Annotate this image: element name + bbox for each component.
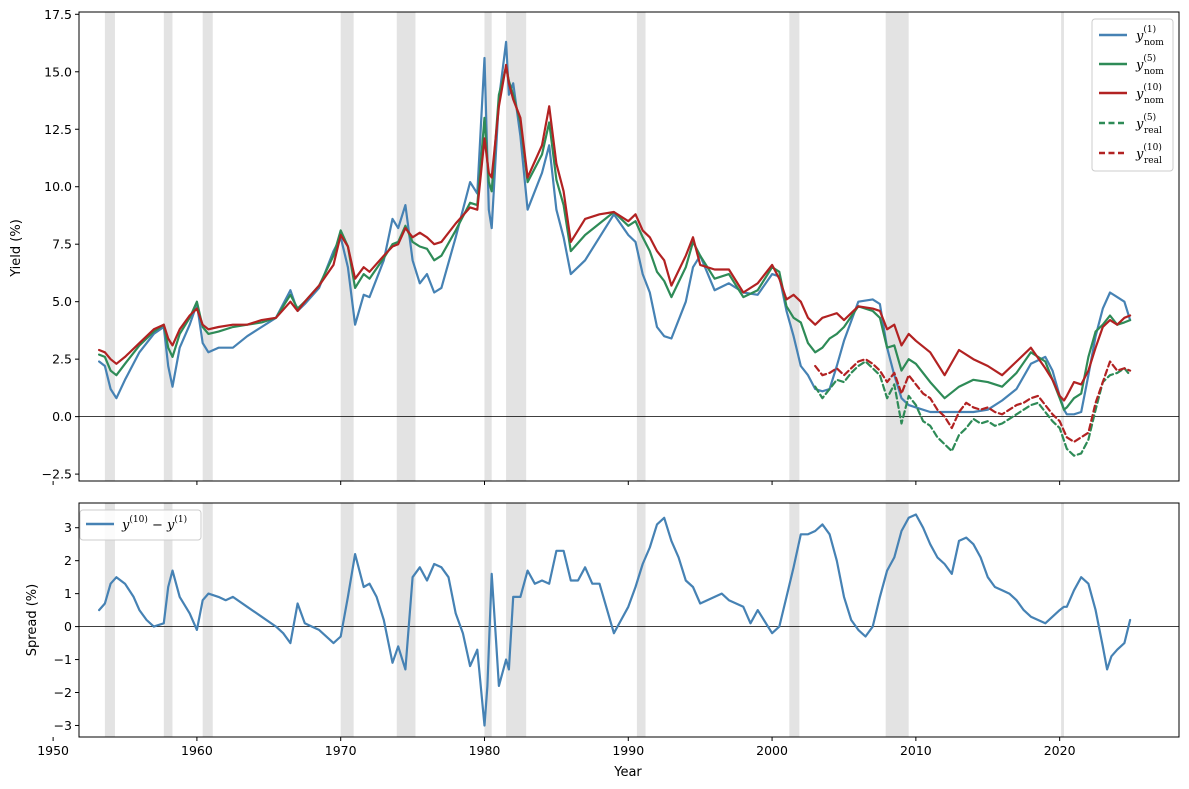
top-panel: −2.5 0.0 2.5 5.0 7.5 10.0 12.5 15.0 17.5 Yield (… <box>9 7 1180 485</box>
svg-text:y(5)real: y(5) real <box>1135 112 1162 136</box>
top-y-tick-label: 12.5 <box>44 122 72 137</box>
bot-y-tick-label: 0 <box>64 619 72 634</box>
legend-label-y-real-5: y <box>1135 117 1144 132</box>
bottom-x-axis-ticks: 1950 1960 1970 1980 1990 2000 2010 2020 <box>37 737 1076 758</box>
top-y-tick-label: 7.5 <box>52 237 72 252</box>
bot-recession-band-2 <box>202 503 213 737</box>
bot-y-tick-label: 2 <box>64 553 72 568</box>
bot-x-tick-label: 2020 <box>1044 743 1076 758</box>
legend-label-y-nom-10: y <box>1135 87 1144 102</box>
top-recession-band-10 <box>1061 12 1064 481</box>
legend-entry-y-nom-1: y(1) nom <box>1099 24 1164 48</box>
legend-entry-y-nom-10: y(10) nom <box>1099 82 1164 106</box>
bot-y-tick-label: 3 <box>64 520 72 535</box>
top-y-tick-label: 17.5 <box>44 7 72 22</box>
top-recession-band-7 <box>636 12 646 481</box>
legend-label-y-real-10: y <box>1135 147 1144 162</box>
top-y-axis-label: Yield (%) <box>9 219 24 278</box>
bot-recession-band-7 <box>636 503 646 737</box>
series-line-y-10-y-1 <box>97 513 1132 727</box>
top-y-tick-label: 0.0 <box>52 409 72 424</box>
bot-recession-band-5 <box>484 503 492 737</box>
top-y-tick-label: 15.0 <box>44 64 72 79</box>
bot-x-tick-label: 1980 <box>469 743 501 758</box>
bot-recession-band-0 <box>104 503 115 737</box>
legend-label-spread: y <box>121 518 130 533</box>
top-recession-band-2 <box>202 12 213 481</box>
bot-x-tick-label: 1950 <box>37 743 69 758</box>
top-y-tick-label: 2.5 <box>52 352 72 367</box>
bottom-series-lines <box>97 513 1132 727</box>
legend-label-y-nom-1: y <box>1135 29 1144 44</box>
legend-entry-spread: y(10) − y(1) <box>86 514 187 533</box>
bot-recession-band-1 <box>163 503 173 737</box>
bot-recession-band-9 <box>885 503 909 737</box>
bot-recession-band-8 <box>789 503 800 737</box>
bot-y-tick-label: −3 <box>54 718 72 733</box>
bot-recession-band-6 <box>506 503 527 737</box>
bottom-panel: −3 −2 −1 0 1 2 3 1950 1960 1970 1980 1990 2000 2010 2… <box>25 502 1180 780</box>
bot-x-tick-label: 1960 <box>181 743 213 758</box>
bottom-y-axis-label: Spread (%) <box>25 584 40 656</box>
svg-text:y(10)real: y(10) real <box>1135 142 1162 166</box>
top-y-tick-label: −2.5 <box>42 467 72 482</box>
series-line-y-real-10 <box>814 358 1132 443</box>
bot-y-tick-label: −1 <box>54 652 72 667</box>
top-plot-frame <box>78 11 1180 482</box>
series-line-y-real-5 <box>814 360 1132 457</box>
svg-text:y(10)nom: y(10) nom <box>1135 82 1164 106</box>
bottom-plot-frame <box>78 502 1180 738</box>
bot-x-tick-label: 1990 <box>612 743 644 758</box>
bot-x-tick-label: 1970 <box>325 743 357 758</box>
top-legend: y(1) nom y(5) nom y(10) nom y(5) real y(10) r… <box>1091 18 1174 172</box>
top-recession-band-5 <box>484 12 492 481</box>
top-recession-band-8 <box>789 12 800 481</box>
legend-entry-y-nom-5: y(5) nom <box>1099 53 1164 77</box>
top-recession-band-4 <box>396 12 416 481</box>
top-recession-band-0 <box>104 12 115 481</box>
bottom-y-axis-ticks: −3 −2 −1 0 1 2 3 <box>54 520 79 733</box>
svg-text:y(10) − y(1): y(10) − y(1) <box>121 514 187 533</box>
legend-entry-y-real-10: y(10) real <box>1099 142 1162 166</box>
bot-y-tick-label: −2 <box>54 685 72 700</box>
bot-recession-band-3 <box>340 503 354 737</box>
bot-recession-band-10 <box>1061 503 1064 737</box>
svg-text:y(5)nom: y(5) nom <box>1135 53 1164 77</box>
series-line-y-nom-10 <box>97 63 1132 402</box>
legend-entry-y-real-5: y(5) real <box>1099 112 1162 136</box>
bot-x-tick-label: 2000 <box>756 743 788 758</box>
legend-label-y-nom-5: y <box>1135 58 1144 73</box>
bot-recession-band-4 <box>396 503 416 737</box>
top-y-tick-label: 10.0 <box>44 179 72 194</box>
bot-x-tick-label: 2010 <box>900 743 932 758</box>
top-y-axis-ticks: −2.5 0.0 2.5 5.0 7.5 10.0 12.5 15.0 17.5 <box>42 7 79 482</box>
x-axis-label: Year <box>613 765 642 780</box>
bottom-legend: y(10) − y(1) <box>79 509 202 541</box>
bot-y-tick-label: 1 <box>64 586 72 601</box>
svg-text:y(1)nom: y(1) nom <box>1135 24 1164 48</box>
top-x-axis-ticks <box>52 481 1061 485</box>
top-series-lines <box>97 40 1132 457</box>
bottom-recession-bands <box>104 503 1064 737</box>
top-y-tick-label: 5.0 <box>52 294 72 309</box>
top-recession-band-1 <box>163 12 173 481</box>
